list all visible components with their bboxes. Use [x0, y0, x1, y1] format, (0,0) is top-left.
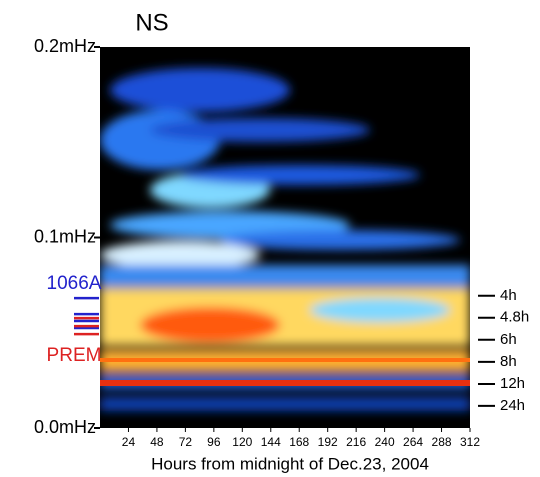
y-tick-label: 0.2mHz — [34, 36, 96, 56]
y2-tick-label: 12h — [500, 375, 525, 392]
x-tick-label: 144 — [261, 435, 281, 449]
x-tick-label: 192 — [318, 435, 338, 449]
x-tick-label: 312 — [460, 435, 480, 449]
spectrogram-image — [100, 47, 470, 428]
y2-tick-label: 24h — [500, 397, 525, 414]
x-tick-label: 264 — [403, 435, 423, 449]
x-tick-label: 72 — [179, 435, 193, 449]
y-tick-label: 0.0mHz — [34, 417, 96, 437]
x-tick-label: 120 — [232, 435, 252, 449]
x-tick-label: 288 — [432, 435, 452, 449]
x-tick-label: 216 — [346, 435, 366, 449]
y2-tick-label: 4.8h — [500, 309, 529, 326]
x-tick-label: 168 — [289, 435, 309, 449]
x-tick-label: 96 — [207, 435, 221, 449]
legend-label: 1066A — [47, 273, 102, 294]
y2-tick-label: 8h — [500, 353, 517, 370]
legend-label: PREM — [47, 345, 102, 366]
x-axis-label: Hours from midnight of Dec.23, 2004 — [151, 454, 429, 473]
x-tick-label: 240 — [375, 435, 395, 449]
y-tick-label: 0.1mHz — [34, 226, 96, 246]
chart-title: NS — [135, 9, 168, 36]
x-tick-label: 48 — [150, 435, 164, 449]
x-tick-label: 24 — [122, 435, 136, 449]
y2-tick-label: 6h — [500, 331, 517, 348]
y2-tick-label: 4h — [500, 287, 517, 304]
